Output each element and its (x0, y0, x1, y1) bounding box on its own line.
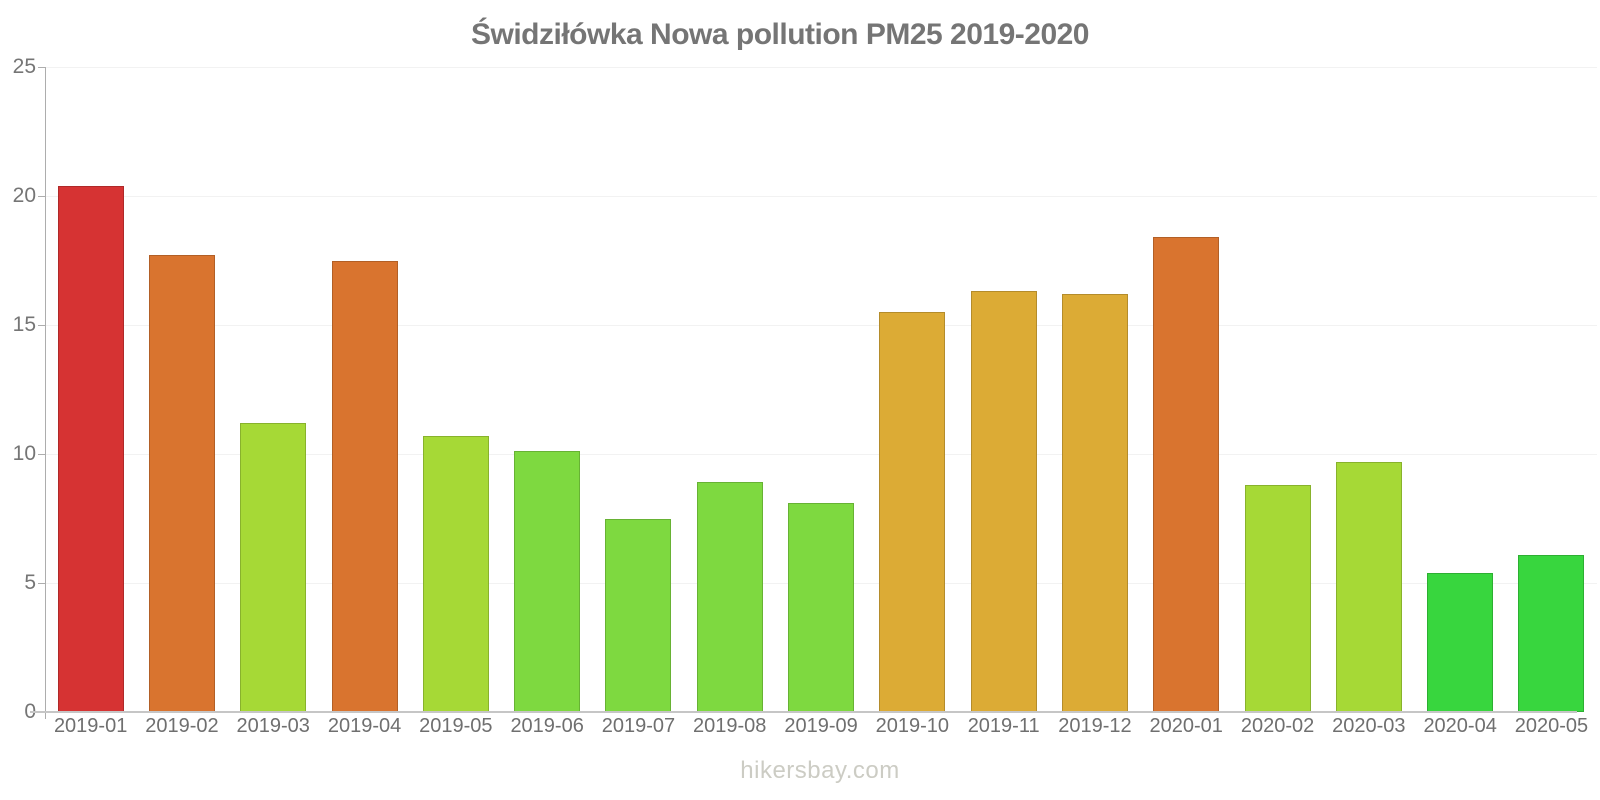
x-axis-label-2019-02: 2019-02 (145, 715, 219, 737)
x-axis-label-2020-03: 2020-03 (1332, 715, 1406, 737)
x-axis-label-2019-04: 2019-04 (327, 715, 402, 737)
y-tick-5 (38, 583, 45, 584)
bar-2019-11[interactable] (970, 291, 1037, 712)
y-axis-label-25: 25 (12, 55, 36, 78)
bar-2020-02[interactable] (1244, 484, 1311, 712)
y-axis-line (45, 67, 46, 719)
x-axis-label-2019-10: 2019-10 (875, 715, 950, 737)
y-axis-label-5: 5 (24, 571, 36, 594)
x-axis-label-2020-02: 2020-02 (1240, 715, 1315, 737)
bar-2019-06[interactable] (514, 451, 581, 712)
bar-2020-04[interactable] (1427, 572, 1494, 712)
footer-watermark: hikersbay.com (740, 757, 900, 784)
x-axis-label-2019-06: 2019-06 (510, 715, 584, 737)
bar-2019-10[interactable] (879, 312, 946, 712)
bar-2019-02[interactable] (148, 255, 215, 712)
bar-2019-08[interactable] (696, 482, 763, 712)
bar-2019-07[interactable] (605, 518, 672, 712)
x-axis-line (30, 711, 1577, 713)
gridline-25 (46, 67, 1597, 68)
y-tick-25 (38, 67, 45, 68)
x-axis-label-2019-11: 2019-11 (967, 715, 1040, 737)
bar-2019-03[interactable] (240, 423, 307, 712)
x-axis-label-2019-01: 2019-01 (53, 715, 128, 737)
x-axis-label-2019-09: 2019-09 (784, 715, 858, 737)
y-tick-15 (38, 325, 45, 326)
x-axis-label-2019-05: 2019-05 (419, 715, 493, 737)
bar-2020-01[interactable] (1153, 237, 1220, 712)
x-axis-label-2019-03: 2019-03 (236, 715, 310, 737)
x-axis-label-2020-04: 2020-04 (1423, 715, 1497, 737)
x-axis-label-2019-07: 2019-07 (601, 715, 676, 737)
x-axis-label-2019-08: 2019-08 (693, 715, 767, 737)
gridline-10 (46, 454, 1597, 455)
bar-2019-01[interactable] (57, 185, 124, 712)
y-axis-label-10: 10 (12, 442, 36, 465)
bar-2020-05[interactable] (1518, 554, 1585, 712)
bar-2019-05[interactable] (422, 435, 489, 712)
bar-2019-12[interactable] (1061, 294, 1128, 712)
bar-2019-04[interactable] (331, 260, 398, 712)
gridline-20 (46, 196, 1597, 197)
gridline-15 (46, 325, 1597, 326)
y-axis-label-20: 20 (12, 184, 36, 207)
x-axis-label-2020-05: 2020-05 (1514, 715, 1589, 737)
y-tick-20 (38, 196, 45, 197)
bar-2020-03[interactable] (1335, 461, 1402, 712)
y-tick-10 (38, 454, 45, 455)
chart-title: Świdziłówka Nowa pollution PM25 2019-202… (470, 18, 1090, 51)
x-axis-label-2019-12: 2019-12 (1058, 715, 1132, 737)
x-axis-label-2020-01: 2020-01 (1149, 715, 1223, 737)
bar-2019-09[interactable] (788, 503, 855, 712)
y-axis-label-15: 15 (12, 313, 36, 336)
